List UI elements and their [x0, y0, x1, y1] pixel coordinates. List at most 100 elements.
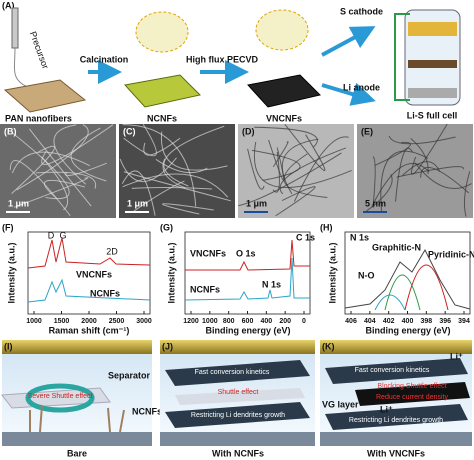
s-cathode-label: S cathode — [340, 6, 383, 16]
kinetics-label: Fast conversion kinetics — [355, 367, 430, 374]
vg-layer — [355, 382, 470, 406]
pyridinic-label: Pyridinic-N — [428, 249, 474, 259]
shuttle-loop — [25, 383, 95, 413]
texture — [162, 203, 214, 215]
no-label: N-O — [358, 270, 375, 280]
vg-label: VG layer — [322, 399, 359, 409]
texture — [283, 153, 328, 198]
panel-label: (C) — [123, 126, 136, 136]
x-tick-label: 600 — [242, 318, 254, 325]
pan-mat — [3, 79, 87, 113]
peak-d: D — [48, 230, 55, 240]
texture — [131, 187, 213, 190]
texture — [53, 124, 87, 185]
peak-g: G — [59, 230, 66, 240]
dendrites — [29, 404, 125, 433]
x-tick-label: 200 — [279, 318, 291, 325]
caption: Bare — [67, 448, 87, 458]
syringe — [11, 7, 19, 49]
fit-graphitic — [384, 274, 421, 311]
panel-label: (A) — [2, 0, 15, 10]
texture — [160, 131, 228, 171]
precursor-label: Precursor — [28, 30, 51, 70]
x-tick-label: 1200 — [183, 318, 199, 325]
texture — [272, 151, 280, 193]
panel-label: (E) — [361, 126, 373, 136]
x-tick-label: 400 — [260, 318, 272, 325]
li-label: Li⁺ — [380, 404, 393, 414]
texture — [143, 137, 181, 156]
li-anode-label: Li anode — [343, 82, 380, 92]
x-tick-label: 398 — [420, 318, 432, 325]
spectrum — [344, 248, 471, 310]
caption: With NCNFs — [212, 448, 264, 458]
y-label: Intensity (a.u.) — [327, 242, 337, 303]
fiber-jet — [13, 47, 31, 89]
anode — [408, 88, 457, 98]
panel-label: (D) — [242, 126, 255, 136]
micrograph — [357, 124, 473, 218]
anode — [2, 432, 152, 446]
separator — [408, 60, 457, 68]
texture — [122, 173, 229, 198]
texture — [65, 162, 107, 176]
texture — [122, 124, 197, 207]
texture — [410, 123, 448, 175]
texture — [372, 156, 376, 208]
texture — [11, 151, 91, 174]
texture — [133, 180, 185, 212]
wire — [394, 13, 410, 101]
panel-label: (F) — [2, 222, 14, 232]
panel-label: (I) — [4, 341, 13, 351]
texture — [28, 128, 92, 207]
fit-pyridinic — [404, 264, 449, 311]
ncnfs-label: NCNFs — [147, 113, 177, 123]
texture — [251, 149, 301, 181]
texture — [366, 173, 393, 212]
panel-label: (G) — [160, 222, 173, 232]
panel-f: (F) D G 2D VNCNFs NCNFs Intensity (a.u.)… — [2, 222, 151, 335]
series-label: NCNFs — [90, 288, 120, 298]
calcination-label: Calcination — [80, 54, 129, 64]
texture — [374, 141, 411, 167]
cathode — [2, 340, 152, 354]
panel-label: (J) — [162, 341, 173, 351]
texture — [13, 177, 89, 208]
texture — [395, 147, 414, 202]
texture — [463, 171, 471, 217]
x-tick-label: 1500 — [54, 318, 70, 325]
series-label: VNCNFs — [190, 248, 226, 258]
x-label: Binding energy (eV) — [365, 325, 450, 335]
x-tick-label: 1000 — [202, 318, 218, 325]
li-label: Li⁺ — [450, 351, 463, 361]
pecvd-label: High flux PECVD — [186, 54, 259, 64]
graphitic-label: Graphitic-N — [372, 242, 421, 252]
series-label: VNCNFs — [76, 269, 112, 279]
texture — [268, 139, 285, 181]
x-tick-label: 0 — [302, 318, 306, 325]
full-cell-label: Li-S full cell — [407, 110, 458, 120]
vncnf-layer — [325, 404, 468, 430]
y-label: Intensity (a.u.) — [6, 242, 16, 303]
vncnf-mat — [247, 74, 321, 108]
panel-label: (B) — [4, 126, 17, 136]
series-label: NCNFs — [190, 284, 220, 294]
x-tick-label: 404 — [364, 318, 376, 325]
texture — [41, 156, 69, 211]
dendrite-label: Restricting Li dendrites growth — [191, 412, 285, 419]
x-tick-label: 800 — [223, 318, 235, 325]
texture — [402, 161, 441, 176]
micrographs: (B) 1 μm (C) 1 μm (D) 1 μm (E) 5 nm — [0, 123, 473, 218]
texture — [253, 141, 352, 189]
texture — [123, 123, 157, 157]
texture — [163, 125, 225, 187]
x-label: Binding energy (eV) — [205, 325, 290, 335]
texture — [279, 147, 347, 195]
separator — [175, 388, 305, 405]
scale-label: 5 nm — [365, 198, 386, 208]
micrograph — [119, 124, 235, 218]
separator-label: Separator — [108, 370, 151, 380]
texture — [371, 163, 430, 207]
scale-label: 1 μm — [246, 198, 267, 208]
